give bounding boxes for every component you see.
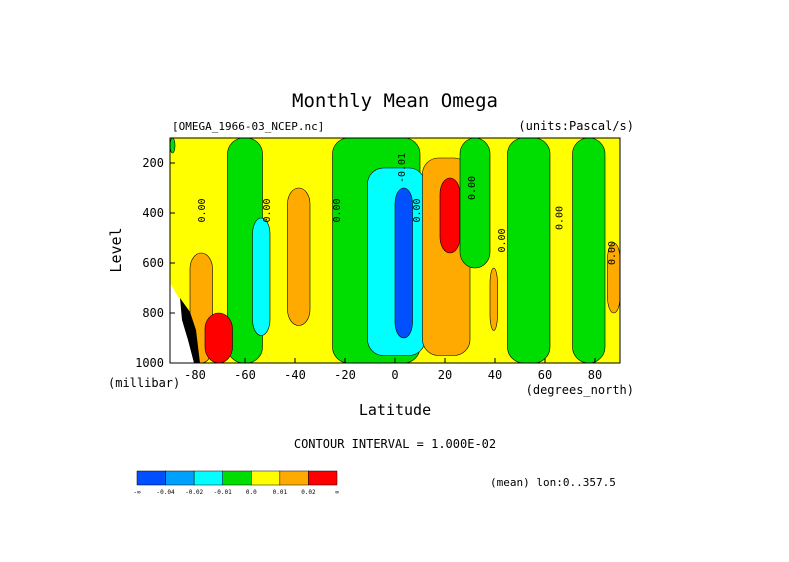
contour-label-0: 0.00 bbox=[197, 198, 208, 222]
field-regions bbox=[170, 138, 620, 363]
field-region-14 bbox=[607, 242, 620, 314]
mean-label: (mean) lon:0..357.5 bbox=[490, 476, 616, 489]
field-region-11 bbox=[572, 138, 606, 363]
colorbar-tick-3: -0.01 bbox=[214, 489, 232, 496]
colorbar-tick-0: -∞ bbox=[133, 489, 141, 496]
field-region-15 bbox=[489, 267, 498, 331]
field-region-0 bbox=[170, 138, 176, 154]
x-axis-units: (degrees_north) bbox=[526, 383, 634, 397]
y-tick-label-3: 800 bbox=[142, 306, 164, 320]
colorbar-tick-2: -0.02 bbox=[185, 489, 203, 496]
colorbar-tick-7: ∞ bbox=[335, 489, 339, 496]
contour-label-6: 0.00 bbox=[497, 228, 508, 252]
x-tick-label-2: -40 bbox=[284, 368, 306, 382]
contour-interval: CONTOUR INTERVAL = 1.000E-02 bbox=[294, 437, 496, 451]
field-region-2 bbox=[252, 217, 271, 336]
x-tick-label-6: 40 bbox=[488, 368, 502, 382]
field-region-13 bbox=[204, 312, 233, 363]
y-tick-label-2: 600 bbox=[142, 256, 164, 270]
colorbar-swatch-3 bbox=[222, 470, 252, 486]
y-tick-label-4: 1000 bbox=[135, 356, 164, 370]
x-tick-label-8: 80 bbox=[588, 368, 602, 382]
field-region-10 bbox=[507, 138, 551, 363]
colorbar: -∞ -0.04 -0.02 -0.01 0.0 0.01 0.02 ∞ bbox=[133, 470, 339, 496]
y-axis: 200 400 600 800 1000 bbox=[135, 156, 175, 370]
colorbar-tick-1: -0.04 bbox=[157, 489, 175, 496]
colorbar-tick-6: 0.02 bbox=[301, 489, 316, 496]
colorbar-tick-4: 0.0 bbox=[246, 489, 257, 496]
x-tick-label-0: -80 bbox=[184, 368, 206, 382]
x-tick-label-7: 60 bbox=[538, 368, 552, 382]
colorbar-swatch-0 bbox=[136, 470, 166, 486]
x-tick-label-4: 0 bbox=[391, 368, 398, 382]
contour-label-4: 0.00 bbox=[412, 198, 423, 222]
colorbar-swatch-2 bbox=[193, 470, 223, 486]
contour-label-2: 0.00 bbox=[332, 198, 343, 222]
y-tick-label-1: 400 bbox=[142, 206, 164, 220]
plot-area: 0.00 0.00 0.00 -0.01 0.00 0.00 0.00 0.00 0.00 bbox=[169, 137, 621, 364]
x-tick-label-5: 20 bbox=[438, 368, 452, 382]
x-tick-label-1: -60 bbox=[234, 368, 256, 382]
x-axis-label: Latitude bbox=[359, 401, 431, 419]
colorbar-swatch-6 bbox=[308, 470, 338, 486]
field-region-3 bbox=[287, 187, 311, 326]
chart-title: Monthly Mean Omega bbox=[292, 90, 498, 112]
field-region-8 bbox=[439, 177, 461, 254]
colorbar-swatch-5 bbox=[279, 470, 309, 486]
colorbar-tick-5: 0.01 bbox=[273, 489, 288, 496]
x-tick-label-3: -20 bbox=[334, 368, 356, 382]
y-tick-label-0: 200 bbox=[142, 156, 164, 170]
contour-label-1: 0.00 bbox=[262, 198, 273, 222]
contour-label-7: 0.00 bbox=[555, 206, 566, 230]
undefined-region bbox=[170, 283, 200, 363]
y-axis-label: Level bbox=[107, 227, 125, 272]
file-label: [OMEGA_1966-03_NCEP.nc] bbox=[172, 120, 324, 133]
y-axis-units: (millibar) bbox=[108, 376, 180, 390]
contour-labels: 0.00 0.00 0.00 -0.01 0.00 0.00 0.00 0.00 0.00 bbox=[197, 153, 618, 265]
topography-black-fill bbox=[180, 298, 200, 363]
colorbar-swatch-1 bbox=[165, 470, 195, 486]
contour-label-5: 0.00 bbox=[467, 176, 478, 200]
contour-label-3: -0.01 bbox=[397, 153, 408, 183]
units-label: (units:Pascal/s) bbox=[518, 119, 634, 133]
colorbar-swatch-4 bbox=[251, 470, 281, 486]
contour-label-8: 0.00 bbox=[607, 241, 618, 265]
field-region-6 bbox=[394, 187, 413, 339]
x-axis: -80 -60 -40 -20 0 20 40 60 80 bbox=[184, 358, 602, 382]
field-region-9 bbox=[459, 138, 491, 269]
